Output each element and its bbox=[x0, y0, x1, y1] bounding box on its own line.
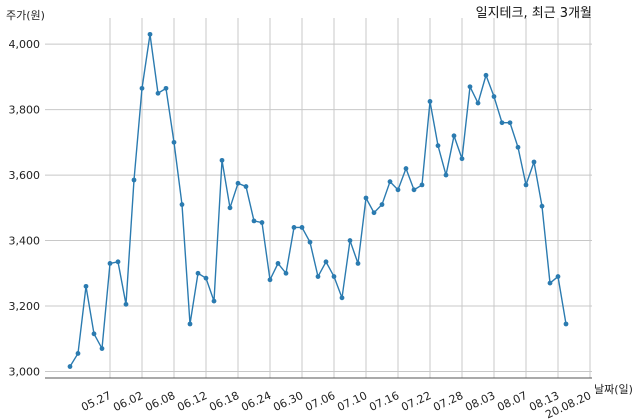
x-tick-label: 06.18 bbox=[207, 389, 241, 414]
data-point bbox=[515, 144, 521, 150]
data-point bbox=[483, 72, 489, 78]
data-point bbox=[411, 187, 417, 193]
data-point bbox=[339, 295, 345, 301]
data-point bbox=[531, 159, 537, 165]
data-point bbox=[355, 261, 361, 266]
data-point bbox=[427, 99, 433, 104]
x-tick-label: 07.16 bbox=[367, 389, 401, 414]
data-point bbox=[547, 280, 553, 286]
chart-title: 일지테크, 최근 3개월 bbox=[476, 6, 592, 21]
data-point bbox=[347, 238, 353, 243]
data-point bbox=[251, 218, 257, 224]
data-point bbox=[315, 274, 321, 279]
x-tick-label: 06.08 bbox=[143, 389, 177, 414]
data-point bbox=[283, 270, 289, 276]
y-tick-label: 3,000 bbox=[9, 365, 41, 378]
y-tick-label: 3,200 bbox=[9, 300, 41, 313]
series bbox=[69, 34, 567, 367]
data-point bbox=[387, 179, 393, 185]
x-tick-label: 07.28 bbox=[431, 389, 465, 414]
x-axis-label: 날짜(일) bbox=[594, 382, 633, 396]
data-point bbox=[115, 259, 121, 265]
x-tick-label: 06.02 bbox=[111, 389, 145, 414]
data-point bbox=[475, 100, 481, 106]
data-point bbox=[403, 166, 409, 171]
data-point bbox=[267, 277, 273, 283]
data-point bbox=[219, 157, 225, 163]
data-point bbox=[67, 364, 73, 369]
data-point bbox=[379, 202, 385, 207]
x-tick-labels: 05.2706.0206.0806.1206.1806.2406.3007.06… bbox=[79, 389, 593, 419]
data-point bbox=[539, 203, 545, 209]
data-point bbox=[99, 346, 105, 351]
data-point bbox=[507, 120, 513, 126]
data-point bbox=[155, 90, 161, 96]
data-point bbox=[363, 195, 369, 201]
data-point bbox=[243, 184, 249, 189]
y-tick-label: 3,400 bbox=[9, 235, 41, 248]
data-point bbox=[227, 205, 233, 211]
y-tick-label: 3,800 bbox=[9, 104, 41, 117]
data-points bbox=[67, 31, 569, 369]
x-tick-label: 06.24 bbox=[239, 389, 273, 414]
data-point bbox=[443, 172, 449, 178]
x-tick-label: 07.22 bbox=[399, 389, 433, 414]
data-point bbox=[371, 210, 377, 216]
x-tick-label: 07.06 bbox=[303, 389, 337, 414]
data-point bbox=[467, 84, 473, 90]
y-tick-labels: 3,000 3,200 3,400 3,600 3,800 4,000 bbox=[9, 38, 41, 378]
data-point bbox=[147, 31, 153, 37]
y-tick-label: 4,000 bbox=[9, 38, 41, 51]
data-point bbox=[499, 120, 505, 126]
data-point bbox=[395, 187, 401, 193]
data-point bbox=[563, 321, 569, 327]
data-point bbox=[323, 259, 329, 265]
data-point bbox=[139, 85, 145, 91]
data-point bbox=[555, 274, 561, 279]
grid bbox=[45, 18, 592, 378]
data-point bbox=[419, 182, 425, 188]
data-point bbox=[211, 298, 217, 304]
data-point bbox=[83, 283, 89, 289]
data-point bbox=[75, 351, 81, 356]
x-tick-label: 05.27 bbox=[79, 389, 113, 414]
data-point bbox=[179, 202, 185, 207]
data-point bbox=[171, 139, 177, 145]
data-point bbox=[523, 182, 529, 188]
x-tick-label: 06.30 bbox=[271, 389, 305, 414]
data-point bbox=[275, 261, 281, 266]
data-point bbox=[491, 94, 497, 99]
data-point bbox=[435, 143, 441, 149]
series-line bbox=[69, 34, 567, 367]
data-point bbox=[163, 85, 169, 91]
data-point bbox=[91, 331, 97, 337]
data-point bbox=[307, 239, 313, 245]
y-tick-label: 3,600 bbox=[9, 169, 41, 182]
data-point bbox=[331, 274, 337, 279]
data-point bbox=[299, 225, 305, 230]
data-point bbox=[107, 261, 113, 266]
x-tick-label: 06.12 bbox=[175, 389, 209, 414]
data-point bbox=[291, 225, 297, 230]
data-point bbox=[203, 275, 209, 281]
data-point bbox=[451, 133, 457, 139]
data-point bbox=[195, 270, 201, 276]
y-axis-label: 주가(원) bbox=[6, 9, 45, 22]
data-point bbox=[459, 156, 465, 162]
x-tick-label: 07.10 bbox=[335, 389, 369, 414]
data-point bbox=[187, 321, 193, 327]
data-point bbox=[235, 180, 241, 186]
data-point bbox=[131, 177, 137, 183]
data-point bbox=[259, 220, 265, 225]
x-tick-label: 08.07 bbox=[495, 389, 529, 414]
data-point bbox=[123, 301, 129, 307]
x-tick-label: 08.03 bbox=[463, 389, 497, 414]
